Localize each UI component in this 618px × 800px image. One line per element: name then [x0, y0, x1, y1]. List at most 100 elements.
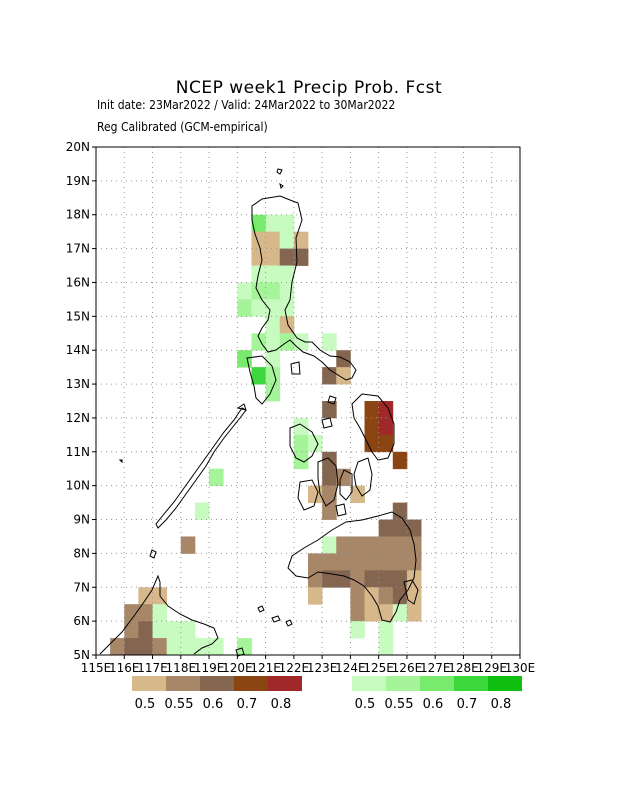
- lon-label: 129E: [476, 661, 507, 675]
- prob-cell-dry: [293, 248, 309, 266]
- prob-cell-wet: [265, 316, 281, 334]
- lat-label: 18N: [66, 208, 90, 222]
- lon-label: 118E: [166, 661, 197, 675]
- lon-label: 119E: [194, 661, 225, 675]
- prob-cell-dry: [138, 621, 153, 639]
- map-gridlines: [96, 147, 520, 655]
- prob-cell-wet: [180, 621, 196, 639]
- legend-swatch: [420, 676, 454, 691]
- legend-label: 0.7: [237, 697, 258, 712]
- prob-cell-dry: [364, 553, 380, 571]
- legend-swatch: [268, 676, 302, 691]
- lon-label: 125E: [363, 661, 394, 675]
- prob-cell-wet: [279, 265, 295, 283]
- legend-swatch: [352, 676, 386, 691]
- prob-cell-wet: [166, 638, 182, 656]
- prob-cell-wet: [265, 214, 281, 233]
- prob-cell-dry: [110, 638, 125, 656]
- lat-label: 8N: [73, 546, 90, 560]
- prob-cell-dry: [138, 638, 153, 656]
- coastline: [99, 168, 419, 657]
- prob-cell-dry: [378, 604, 394, 622]
- prob-cell-wet: [180, 638, 196, 656]
- prob-cell-wet: [279, 231, 295, 249]
- prob-cell-wet: [378, 621, 394, 639]
- prob-cell-wet: [378, 638, 394, 656]
- lat-label: 10N: [66, 479, 90, 493]
- prob-cell-dry: [392, 536, 408, 554]
- lat-label: 15N: [66, 309, 90, 323]
- prob-cell-wet: [293, 333, 309, 351]
- prob-cell-wet: [265, 299, 281, 317]
- lon-label: 124E: [335, 661, 366, 675]
- prob-cell-dry: [350, 553, 365, 571]
- prob-cell-wet: [237, 350, 252, 368]
- prob-cell-wet: [265, 367, 281, 385]
- wet-probability-legend: 0.5 0.55 0.6 0.7 0.8: [352, 676, 522, 712]
- lat-label: 16N: [66, 275, 90, 289]
- prob-cell-wet: [209, 638, 224, 656]
- prob-cell-dry: [364, 570, 380, 588]
- prob-cell-wet: [293, 434, 309, 453]
- prob-cell-wet: [265, 282, 281, 300]
- legend-label: 0.7: [457, 697, 478, 712]
- prob-cell-wet: [251, 282, 266, 300]
- prob-cell-wet: [152, 621, 168, 639]
- prob-cell-wet: [279, 214, 295, 233]
- prob-cell-dry: [378, 570, 394, 588]
- prob-cell-dry: [322, 468, 337, 487]
- lon-label: 116E: [109, 661, 140, 675]
- map-frame: [95, 146, 521, 656]
- lat-label: 19N: [66, 174, 90, 188]
- prob-cell-dry: [265, 248, 281, 266]
- prob-cell-wet: [279, 299, 295, 317]
- prob-cell-dry: [152, 638, 168, 656]
- prob-cell-wet: [265, 384, 281, 402]
- lon-label: 123E: [307, 661, 338, 675]
- map-title: NCEP week1 Precip Prob. Fcst: [175, 78, 443, 98]
- lat-label: 13N: [66, 377, 90, 391]
- prob-cell-wet: [322, 536, 337, 554]
- lon-label: 115E: [81, 661, 112, 675]
- prob-cell-dry: [350, 604, 365, 622]
- prob-cell-wet: [194, 638, 210, 656]
- prob-cell-dry: [406, 570, 422, 588]
- prob-cell-wet: [194, 502, 210, 520]
- prob-cell-dry: [279, 248, 295, 266]
- prob-cell-dry: [251, 231, 266, 249]
- prob-cell-dry: [350, 536, 365, 554]
- prob-cell-dry: [138, 604, 153, 622]
- legend-swatch: [454, 676, 488, 691]
- prob-cell-dry: [406, 553, 422, 571]
- prob-cell-dry: [308, 485, 323, 503]
- prob-cell-dry: [378, 553, 394, 571]
- lat-label: 14N: [66, 343, 90, 357]
- legend-swatch: [200, 676, 234, 691]
- prob-cell-dry: [378, 417, 394, 436]
- prob-cell-dry: [392, 451, 408, 470]
- prob-cell-dry: [392, 519, 408, 537]
- prob-cell-dry: [293, 231, 309, 249]
- legend-label: 0.5: [355, 697, 376, 712]
- prob-cell-wet: [237, 282, 252, 300]
- prob-cell-dry: [364, 401, 380, 419]
- prob-cell-dry: [392, 587, 408, 605]
- prob-cell-dry: [138, 587, 153, 605]
- legend-label: 0.55: [165, 697, 194, 712]
- prob-cell-dry: [336, 536, 351, 554]
- prob-cell-dry: [378, 519, 394, 537]
- prob-cell-wet: [209, 468, 224, 487]
- legend-label: 0.6: [203, 697, 224, 712]
- prob-cell-wet: [293, 417, 309, 436]
- lat-label: 20N: [66, 140, 90, 154]
- dry-probability-legend: 0.5 0.55 0.6 0.7 0.8: [132, 676, 302, 712]
- prob-cell-dry: [378, 536, 394, 554]
- prob-cell-dry: [350, 570, 365, 588]
- prob-cell-dry: [364, 417, 380, 436]
- prob-cell-dry: [350, 587, 365, 605]
- prob-cell-dry: [364, 604, 380, 622]
- prob-cell-dry: [308, 553, 323, 571]
- prob-cell-dry: [322, 502, 337, 520]
- prob-cell-dry: [322, 451, 337, 470]
